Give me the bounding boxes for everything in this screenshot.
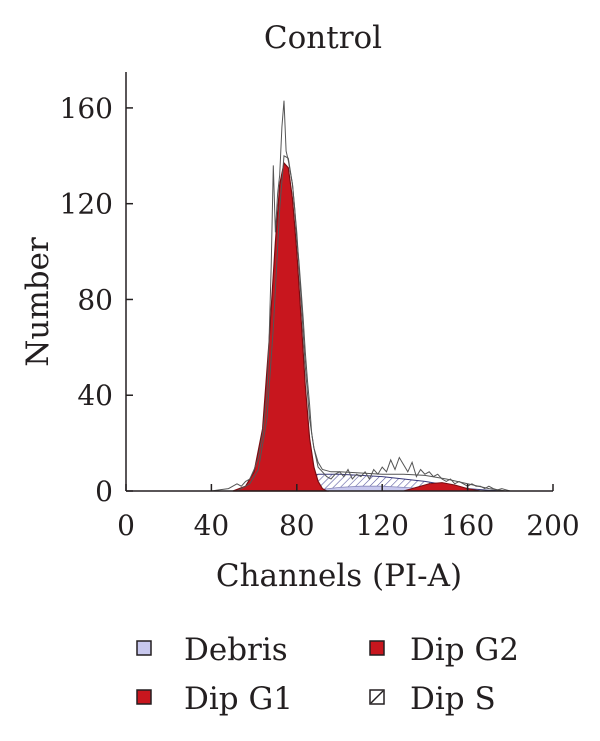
x-tick-label: 160 bbox=[441, 509, 494, 542]
line-data bbox=[211, 100, 511, 492]
legend-label-dip-g2: Dip G2 bbox=[410, 632, 519, 668]
legend-label-debris: Debris bbox=[184, 632, 288, 668]
area-dip-g1 bbox=[232, 161, 330, 492]
legend-swatch-dip-s-hatch bbox=[370, 690, 384, 704]
legend-swatch-dip-g2 bbox=[369, 640, 385, 656]
legend-swatch-dip-g1 bbox=[136, 689, 152, 705]
x-tick-label: 40 bbox=[194, 509, 230, 542]
x-tick-label: 0 bbox=[117, 509, 135, 542]
legend-item-dip-g1: Dip G1 bbox=[136, 681, 293, 717]
legend-swatch-debris bbox=[136, 640, 152, 656]
y-tick-label: 40 bbox=[77, 379, 113, 412]
x-axis: 0 40 80 120 160 200 bbox=[117, 484, 580, 542]
y-axis-label: Number bbox=[20, 237, 56, 367]
x-tick-label: 80 bbox=[279, 509, 315, 542]
legend-label-dip-s: Dip S bbox=[410, 681, 496, 717]
legend-item-dip-s: Dip S bbox=[369, 681, 496, 717]
plot-area bbox=[211, 100, 511, 492]
y-tick-label: 0 bbox=[95, 475, 113, 508]
chart-title: Control bbox=[264, 20, 382, 56]
y-tick-label: 80 bbox=[77, 283, 113, 316]
legend: Debris Dip G2 Dip G1 Dip S bbox=[136, 632, 519, 717]
x-tick-label: 200 bbox=[526, 509, 579, 542]
x-axis-label: Channels (PI-A) bbox=[216, 558, 462, 594]
y-axis: 0 40 80 120 160 bbox=[60, 92, 133, 508]
y-tick-label: 120 bbox=[60, 188, 113, 221]
legend-item-dip-g2: Dip G2 bbox=[369, 632, 519, 668]
legend-item-debris: Debris bbox=[136, 632, 288, 668]
legend-label-dip-g1: Dip G1 bbox=[184, 681, 293, 717]
y-tick-label: 160 bbox=[60, 92, 113, 125]
x-tick-label: 120 bbox=[355, 509, 408, 542]
